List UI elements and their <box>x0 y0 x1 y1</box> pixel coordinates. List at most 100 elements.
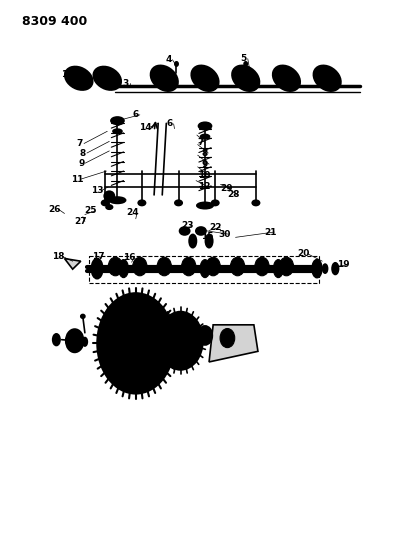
Text: 28: 28 <box>227 190 239 199</box>
Text: 2: 2 <box>98 72 104 81</box>
Text: 23: 23 <box>180 221 193 230</box>
Text: 9: 9 <box>201 160 208 168</box>
Ellipse shape <box>198 122 211 130</box>
Text: 26: 26 <box>48 205 61 214</box>
Ellipse shape <box>322 264 327 273</box>
Circle shape <box>201 331 208 340</box>
Ellipse shape <box>113 129 121 133</box>
Text: 19: 19 <box>336 261 349 269</box>
Circle shape <box>105 304 166 383</box>
Ellipse shape <box>81 314 85 318</box>
Ellipse shape <box>93 67 121 90</box>
Text: 8: 8 <box>200 149 207 158</box>
Ellipse shape <box>179 227 189 235</box>
Ellipse shape <box>82 337 87 346</box>
Text: 5: 5 <box>240 54 246 63</box>
Text: 14: 14 <box>139 123 151 132</box>
Circle shape <box>197 326 212 345</box>
Ellipse shape <box>196 203 213 209</box>
Text: 12: 12 <box>198 182 210 191</box>
Ellipse shape <box>108 257 122 276</box>
Ellipse shape <box>198 229 203 233</box>
Text: 16: 16 <box>123 253 135 262</box>
Ellipse shape <box>258 261 265 272</box>
Text: 4: 4 <box>165 55 171 64</box>
Circle shape <box>131 338 139 349</box>
Ellipse shape <box>138 200 145 206</box>
Ellipse shape <box>209 261 216 272</box>
Ellipse shape <box>311 260 321 278</box>
Circle shape <box>65 329 83 352</box>
Text: 18: 18 <box>52 252 65 261</box>
Ellipse shape <box>175 62 178 66</box>
Ellipse shape <box>191 66 218 91</box>
Text: 7: 7 <box>197 138 204 147</box>
Ellipse shape <box>136 261 143 272</box>
Circle shape <box>173 331 187 350</box>
Text: 27: 27 <box>74 217 87 226</box>
Ellipse shape <box>331 263 338 274</box>
Ellipse shape <box>111 117 124 124</box>
Ellipse shape <box>109 197 125 204</box>
Polygon shape <box>64 259 81 269</box>
Ellipse shape <box>205 257 220 276</box>
Text: 29: 29 <box>219 183 232 192</box>
Ellipse shape <box>272 66 299 91</box>
Circle shape <box>97 293 174 394</box>
Ellipse shape <box>118 260 128 278</box>
Ellipse shape <box>312 66 340 91</box>
Text: 20: 20 <box>297 249 309 259</box>
Ellipse shape <box>104 191 114 201</box>
Text: 8309 400: 8309 400 <box>22 14 87 28</box>
Text: 11: 11 <box>71 174 83 183</box>
Text: 22: 22 <box>209 223 222 232</box>
Circle shape <box>158 312 202 370</box>
Text: 30: 30 <box>218 230 230 239</box>
Ellipse shape <box>254 257 268 276</box>
Text: 10: 10 <box>198 171 210 180</box>
Ellipse shape <box>112 261 119 272</box>
Ellipse shape <box>182 229 187 233</box>
Polygon shape <box>209 325 257 362</box>
Circle shape <box>121 325 150 362</box>
Ellipse shape <box>150 66 178 91</box>
Text: 25: 25 <box>85 206 97 215</box>
Circle shape <box>220 328 234 348</box>
Ellipse shape <box>181 257 196 276</box>
Text: 17: 17 <box>92 252 104 261</box>
Ellipse shape <box>91 259 103 279</box>
Text: 7: 7 <box>76 139 83 148</box>
Ellipse shape <box>273 260 283 278</box>
Text: 8: 8 <box>79 149 86 158</box>
Ellipse shape <box>211 200 218 206</box>
Ellipse shape <box>184 261 192 272</box>
Ellipse shape <box>243 62 247 66</box>
Ellipse shape <box>160 261 167 272</box>
Ellipse shape <box>101 200 109 206</box>
Text: 9: 9 <box>78 159 84 167</box>
Text: 3: 3 <box>122 78 128 87</box>
Ellipse shape <box>157 257 171 276</box>
Ellipse shape <box>196 227 205 235</box>
Text: 24: 24 <box>126 208 139 217</box>
Ellipse shape <box>231 66 259 91</box>
Ellipse shape <box>175 200 182 206</box>
Text: 6: 6 <box>166 119 172 128</box>
Circle shape <box>163 318 197 363</box>
Ellipse shape <box>230 257 244 276</box>
Ellipse shape <box>53 334 60 345</box>
Text: 1: 1 <box>61 70 67 79</box>
Circle shape <box>70 335 79 346</box>
Ellipse shape <box>282 261 289 272</box>
Ellipse shape <box>234 261 240 272</box>
Ellipse shape <box>200 134 209 139</box>
Ellipse shape <box>205 235 212 248</box>
Ellipse shape <box>106 205 112 209</box>
Text: 6: 6 <box>133 110 139 119</box>
Ellipse shape <box>252 200 259 206</box>
Ellipse shape <box>189 235 196 248</box>
Ellipse shape <box>133 257 146 276</box>
Text: 13: 13 <box>91 186 103 195</box>
Text: 21: 21 <box>263 228 276 237</box>
Text: 15: 15 <box>201 232 213 241</box>
